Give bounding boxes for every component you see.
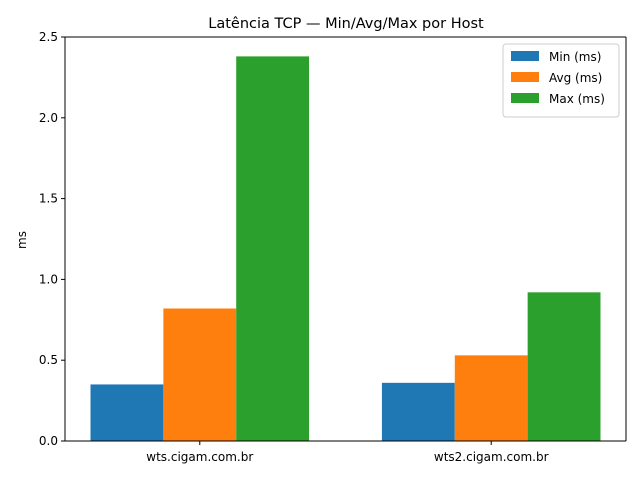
bar-2-1 [163,308,237,441]
legend-swatch-3 [511,93,539,103]
legend: Min (ms) Avg (ms) Max (ms) [502,43,620,118]
bar-1-2 [381,382,455,441]
bar-2-2 [454,355,528,441]
x-tick-label-2: wts2.cigam.com.br [434,450,549,464]
bar-3-1 [236,56,310,441]
bar-3-2 [527,292,601,441]
y-axis-label: ms [15,231,29,249]
y-tick-label-1: 0.0 [39,434,58,448]
y-tick-label-3: 1.0 [39,272,58,286]
y-tick-label-5: 2.0 [39,111,58,125]
legend-label-1: Min (ms) [549,50,601,64]
chart-title: Latência TCP — Min/Avg/Max por Host [208,16,484,32]
y-tick-label-6: 2.5 [39,30,58,44]
y-tick-label-4: 1.5 [39,192,58,206]
bar-1-1 [90,384,164,441]
legend-label-2: Avg (ms) [549,71,602,85]
y-tick-label-2: 0.5 [39,353,58,367]
plot-area: 0.0 0.5 1.0 1.5 2.0 2.5 wts.cigam.com.br wts2.c… [39,30,627,464]
legend-swatch-2 [511,72,539,82]
x-tick-label-1: wts.cigam.com.br [146,450,253,464]
legend-swatch-1 [511,51,539,61]
legend-label-3: Max (ms) [549,92,605,106]
